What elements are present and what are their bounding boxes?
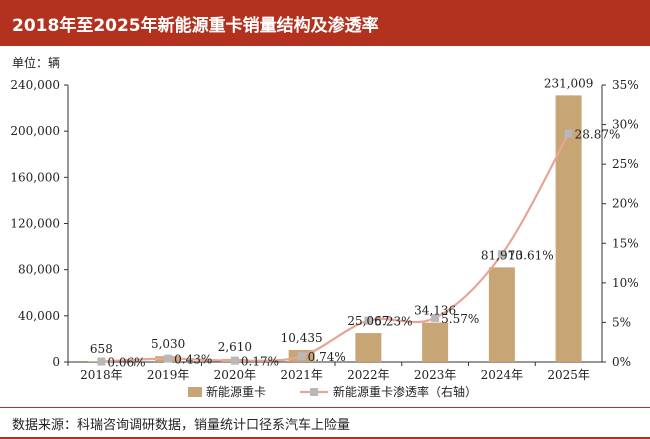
line-value-label: 28.87% [575,128,621,142]
legend-line-marker [310,388,318,396]
bar-value-label: 231,009 [544,76,594,90]
line-value-label: 5.23% [374,315,412,329]
y-right-tick-label: 25% [612,157,639,171]
line-marker [497,250,506,259]
line-marker [431,313,440,322]
y-right-tick-label: 15% [612,236,639,250]
y-left-tick-label: 0 [52,355,60,369]
bar-value-label: 10,435 [281,331,323,345]
source-divider [0,407,650,408]
line-marker [297,352,306,361]
legend-bar-swatch [188,387,202,397]
bar [555,95,582,363]
line-value-label: 0.74% [308,350,346,364]
bar-value-label: 2,610 [218,340,252,354]
x-tick-label: 2024年 [481,368,524,382]
line-value-label: 0.17% [241,355,279,369]
unit-label: 单位：辆 [12,56,61,70]
y-right-tick-label: 0% [612,355,631,369]
line-marker [97,357,106,366]
y-right-tick-label: 30% [612,118,639,132]
legend-line-label: 新能源重卡渗透率（右轴） [333,384,477,399]
line-marker [364,316,373,325]
y-left-tick-label: 120,000 [10,217,60,231]
line-marker [164,354,173,363]
x-tick-label: 2025年 [547,368,590,382]
line-value-label: 0.06% [107,356,145,370]
y-left-tick-label: 200,000 [10,124,60,138]
x-tick-label: 2023年 [414,368,457,382]
line-marker [230,356,239,365]
title-bar: 2018年至2025年新能源重卡销量结构及渗透率 [0,0,650,46]
line-value-label: 0.43% [174,353,212,367]
bar [422,322,449,362]
bar-value-label: 5,030 [151,337,185,351]
source-note: 数据来源：科瑞咨询调研数据，销量统计口径系汽车上险量 [12,418,351,433]
line-value-label: 5.57% [441,312,479,326]
y-right-tick-label: 5% [612,315,631,329]
x-tick-label: 2020年 [214,368,257,382]
y-right-tick-label: 10% [612,276,639,290]
bar [488,267,515,362]
chart-title: 2018年至2025年新能源重卡销量结构及渗透率 [12,16,379,36]
chart-canvas: 0 40,000 80,000 120,000 160,000 200,000 240,00… [10,76,639,399]
y-right-tick-label: 20% [612,197,639,211]
y-left-tick-label: 80,000 [18,263,60,277]
bar-value-label: 25,067 [347,314,389,328]
x-tick-label: 2019年 [147,368,190,382]
bar [355,333,382,362]
bar-value-label: 658 [90,342,113,356]
legend-bar-label: 新能源重卡 [206,384,266,399]
y-left-tick-label: 160,000 [10,170,60,184]
y-left-tick-label: 240,000 [10,78,60,92]
y-right-tick-label: 35% [612,78,639,92]
line-marker [564,129,573,138]
bar-value-label: 81,970 [481,248,523,262]
x-tick-label: 2018年 [80,368,123,382]
bar-value-label: 34,136 [414,304,456,318]
x-tick-label: 2022年 [347,368,390,382]
line-value-label: 13.61% [508,248,554,262]
bottom-divider [0,437,650,439]
y-left-tick-label: 40,000 [18,309,60,323]
x-tick-label: 2021年 [280,368,323,382]
